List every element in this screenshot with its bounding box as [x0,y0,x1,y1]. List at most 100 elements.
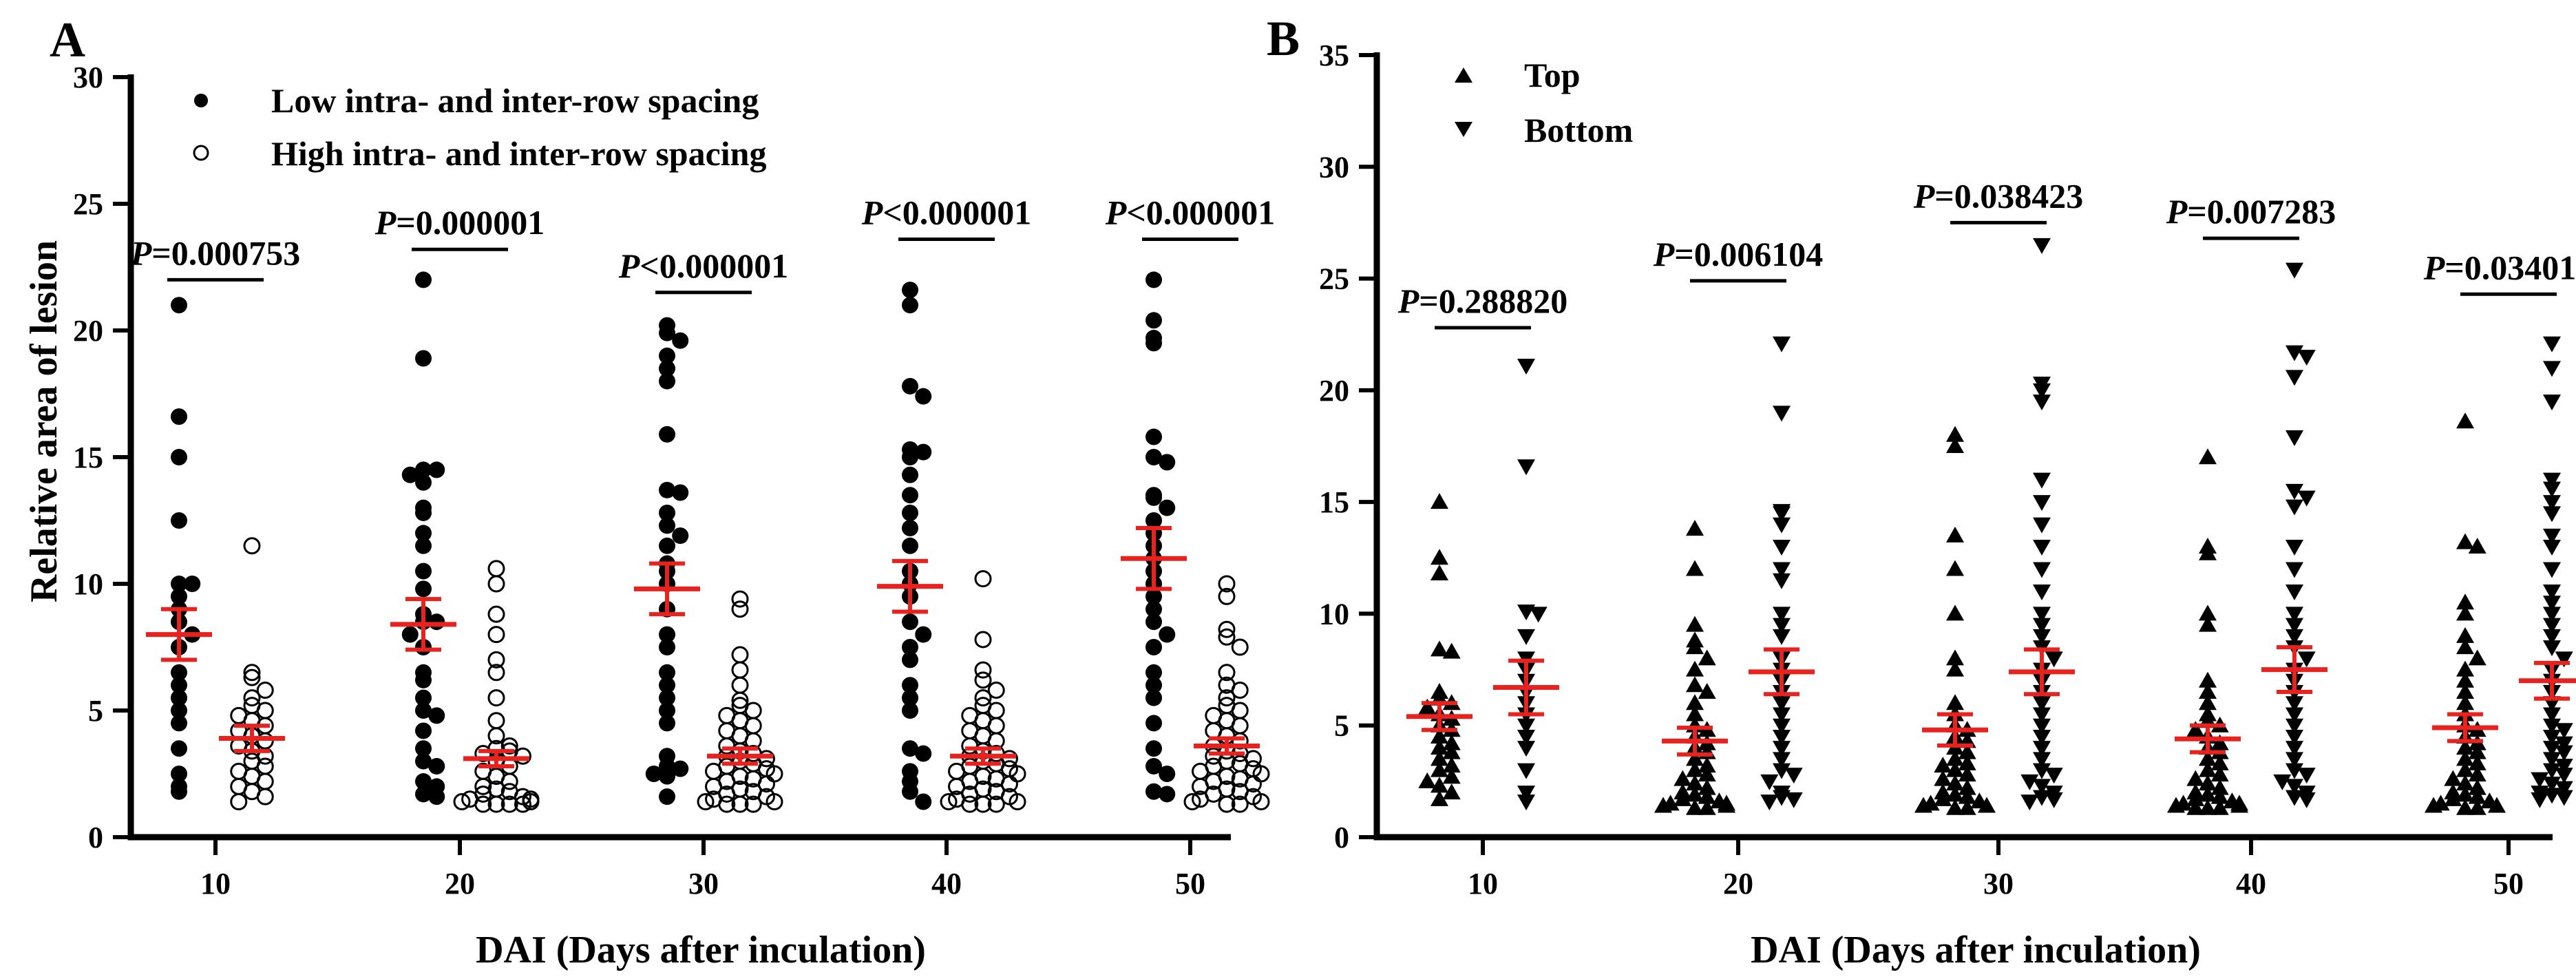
data-point [2285,345,2303,361]
data-point [1146,271,1162,288]
data-point [243,664,261,682]
data-point [1517,786,1535,802]
data-point [428,757,445,775]
data-point [2456,786,2474,802]
data-point [2285,540,2303,556]
data-point [1192,762,1210,780]
data-point [1718,797,1735,813]
data-point [1517,741,1535,757]
data-point [948,777,966,795]
data-point [1946,750,1964,766]
data-point [1934,757,1952,773]
data-point [415,525,432,542]
data-point [1773,562,1791,578]
data-point [2033,752,2051,768]
data-point [2186,790,2205,806]
y-tick-label: 5 [1334,709,1349,743]
data-point [2285,370,2303,386]
data-point [2456,412,2474,429]
data-point [184,576,201,592]
data-point [1218,664,1236,682]
data-point [974,689,992,707]
data-point [1914,797,1932,813]
data-point [1252,792,1270,810]
data-point [1686,676,1704,693]
legend: Top Bottom [1455,56,1633,149]
data-point [474,795,492,813]
data-point [401,466,419,483]
data-point [2199,448,2217,465]
p-value-label: P=0.034012 [2423,248,2576,286]
data-point [256,757,274,775]
data-point [2543,596,2561,612]
data-point [2468,649,2487,666]
data-point [1146,489,1162,506]
data-point [487,560,505,578]
data-point [2210,799,2229,815]
data-point [1231,795,1249,813]
data-point [2020,794,2039,811]
data-point [1698,757,1716,773]
data-point [415,722,432,739]
data-point [659,677,675,694]
data-point [2468,754,2487,770]
data-point [705,777,723,795]
panel-label: A [50,12,85,67]
data-point [2167,797,2185,813]
y-tick-label: 25 [73,187,103,221]
legend-marker-triangle-up [1455,67,1472,83]
data-point [974,570,992,588]
p-symbol: P [861,193,883,232]
data-point [672,760,689,777]
data-point [1773,406,1791,422]
data-point [2444,770,2462,786]
data-point [902,783,918,800]
p-value: <0.000001 [1126,193,1275,232]
data-point [2543,528,2561,545]
data-point [171,783,187,800]
data-point [2543,729,2561,746]
data-point [659,504,675,521]
data-point [948,762,966,780]
p-symbol: P [2166,192,2188,231]
data-point [2199,786,2217,802]
p-value-label: P<0.000001 [618,246,789,285]
panel-a: A Relative area of lesion DAI (Days afte… [23,12,1275,971]
data-point [474,745,492,763]
data-point [2297,792,2316,808]
data-point [1430,549,1448,565]
data-point [659,788,675,806]
data-point [2033,472,2051,489]
data-point [2543,562,2561,578]
data-point [2285,562,2303,578]
data-point [2456,593,2474,610]
data-point [2543,752,2561,768]
y-tick-label: 35 [1319,39,1349,72]
p-value-label: P=0.000753 [130,233,301,272]
data-point [1430,739,1448,755]
data-point [902,689,918,706]
data-point [1654,797,1672,813]
data-point [1430,640,1448,657]
data-point [2199,615,2217,632]
data-point [2285,262,2303,279]
data-point [940,792,958,810]
data-point [415,562,432,580]
data-point [2543,618,2561,634]
data-point [1773,540,1791,556]
x-tick-label: 30 [688,867,719,901]
data-point [902,639,918,655]
data-point [171,297,187,314]
data-point [2543,763,2561,779]
data-point [2186,770,2205,786]
panel-b: B DAI (Days after inculation) Top Bottom… [1267,11,2576,971]
data-point [500,737,518,755]
data-point [1698,799,1716,815]
data-point [1773,707,1791,724]
data-point [1430,750,1448,766]
data-point [2210,788,2229,804]
data-point [2045,651,2063,668]
data-point [2033,540,2051,556]
legend-label: Bottom [1524,111,1633,149]
data-point [1231,702,1249,719]
